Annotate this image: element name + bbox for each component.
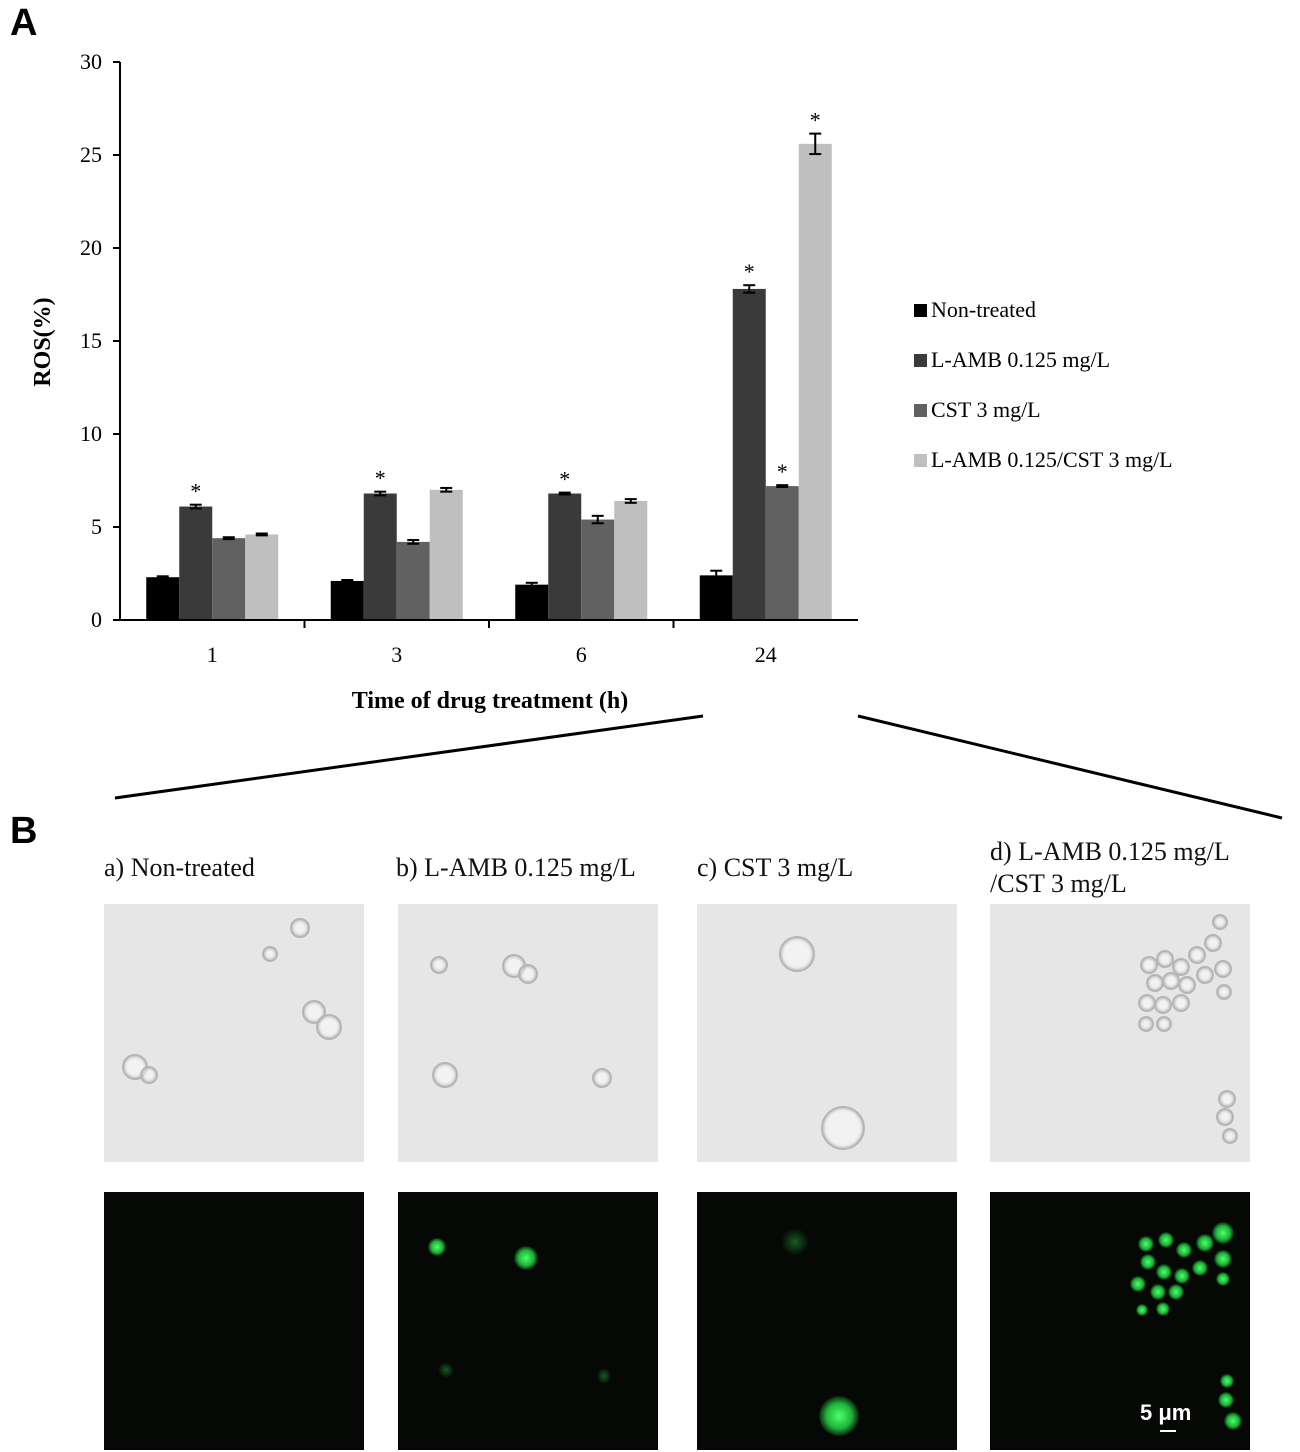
bar [179, 506, 213, 620]
legend-swatch [914, 354, 927, 367]
micrograph-label-d-line2: /CST 3 mg/L [990, 869, 1127, 898]
legend-label: L-AMB 0.125 mg/L [931, 347, 1110, 372]
bar [732, 288, 766, 620]
error-bar [558, 491, 571, 496]
error-bar [440, 486, 453, 493]
error-bar [624, 498, 637, 504]
bar [765, 486, 799, 620]
zoom-line-right [857, 714, 1283, 820]
micrograph-label-a: a) Non-treated [104, 853, 255, 882]
error-bar [743, 284, 756, 294]
brightfield-image-a [104, 904, 364, 1162]
fluorescence-image-d: 5 μm [990, 1192, 1250, 1450]
brightfield-image-d [990, 904, 1250, 1162]
y-tick-label: 30 [80, 49, 102, 74]
error-bar [525, 581, 538, 588]
significance-marker: * [777, 459, 788, 484]
legend-swatch [914, 304, 927, 317]
error-bar [341, 579, 354, 583]
legend-swatch [914, 454, 927, 467]
error-bar [189, 503, 202, 510]
significance-marker: * [190, 479, 201, 504]
bar [515, 584, 549, 620]
bar [581, 519, 615, 620]
scale-bar-label: 5 μm [1140, 1400, 1192, 1425]
y-tick-label: 10 [80, 421, 102, 446]
fluorescence-image-c [697, 1192, 957, 1450]
legend-label: L-AMB 0.125/CST 3 mg/L [931, 447, 1173, 472]
fluorescence-image-b [398, 1192, 658, 1450]
error-bar [809, 132, 822, 156]
micrograph-label-d-line1: d) L-AMB 0.125 mg/L [990, 837, 1230, 866]
bar [548, 493, 582, 620]
significance-marker: * [559, 467, 570, 492]
bar [245, 534, 279, 620]
bar [212, 538, 246, 620]
bar [330, 580, 364, 620]
y-tick-label: 5 [91, 514, 102, 539]
panel-label-a: A [10, 2, 38, 44]
y-tick-label: 15 [80, 328, 102, 353]
error-bar [374, 490, 387, 497]
y-axis-title: ROS(%) [30, 297, 56, 386]
legend: Non-treated L-AMB 0.125 mg/L CST 3 mg/L L-A… [914, 297, 1173, 472]
y-tick-label: 0 [91, 607, 102, 632]
error-bar [222, 536, 235, 541]
error-bar [710, 569, 723, 582]
y-tick-label: 20 [80, 235, 102, 260]
error-bar [407, 539, 420, 545]
significance-marker: * [375, 466, 386, 491]
legend-label: CST 3 mg/L [931, 397, 1041, 422]
x-tick-label: 6 [576, 642, 587, 667]
x-tick-label: 3 [391, 642, 402, 667]
zoom-line-left [114, 714, 704, 800]
brightfield-image-b [398, 904, 658, 1162]
panel-label-b: B [10, 810, 38, 852]
error-bar [591, 514, 604, 525]
x-tick-label: 24 [755, 642, 777, 667]
y-tick-label: 25 [80, 142, 102, 167]
error-bar [776, 484, 789, 489]
x-axis-title: Time of drug treatment (h) [352, 688, 628, 714]
bar-chart: * * * * * * 0 5 10 15 20 25 30 1 3 6 24 ROS(%) Time of … [30, 49, 1283, 820]
legend-swatch [914, 404, 927, 417]
significance-marker: * [744, 259, 755, 284]
bar [798, 143, 832, 620]
bar [396, 541, 430, 620]
bar [614, 500, 648, 620]
fluorescence-image-a [104, 1192, 364, 1450]
brightfield-image-c [697, 904, 957, 1162]
bar [146, 577, 180, 620]
significance-marker: * [810, 108, 821, 133]
scale-bar [1160, 1430, 1176, 1432]
micrograph-label-c: c) CST 3 mg/L [697, 853, 854, 882]
legend-label: Non-treated [931, 297, 1036, 322]
micrograph-label-b: b) L-AMB 0.125 mg/L [396, 853, 636, 882]
bar [363, 493, 397, 620]
bar [429, 489, 463, 620]
error-bar [255, 532, 268, 537]
bar [699, 575, 733, 620]
error-bar [156, 575, 169, 580]
x-tick-label: 1 [207, 642, 218, 667]
